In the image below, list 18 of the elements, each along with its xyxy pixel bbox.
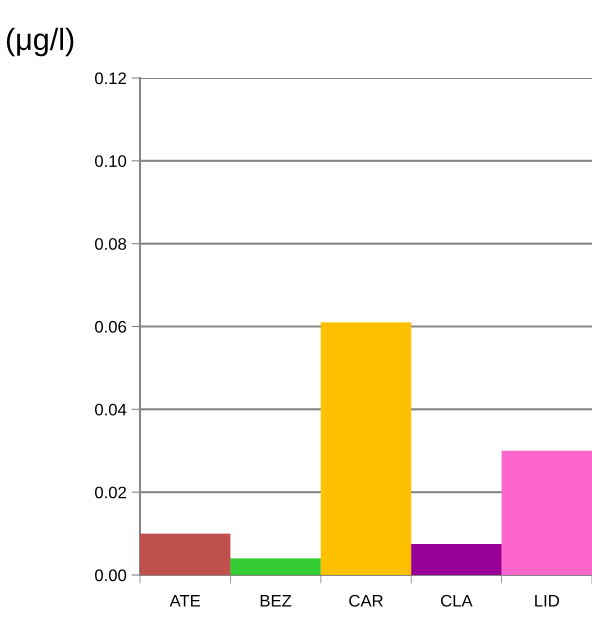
y-tick-label: 0.10 <box>95 155 126 168</box>
bar <box>140 534 230 575</box>
y-tick-label: 0.12 <box>95 72 126 84</box>
bar <box>411 544 502 575</box>
x-tick-label: CAR <box>349 594 383 607</box>
y-tick-label: 0.02 <box>95 486 126 498</box>
y-tick-label: 0.00 <box>95 569 126 582</box>
x-tick-label: ATE <box>170 595 200 607</box>
y-tick-label: 0.04 <box>95 404 126 416</box>
bar <box>230 558 321 575</box>
y-axis-title: (μg/l) <box>6 28 74 56</box>
y-tick-label: 0.06 <box>95 320 126 333</box>
x-tick-label: LID <box>535 595 559 607</box>
y-tick-label: 0.08 <box>95 238 126 250</box>
x-tick-label: BEZ <box>260 595 292 607</box>
bar <box>502 450 592 575</box>
x-tick-label: CLA <box>441 594 473 607</box>
bar <box>320 322 412 575</box>
